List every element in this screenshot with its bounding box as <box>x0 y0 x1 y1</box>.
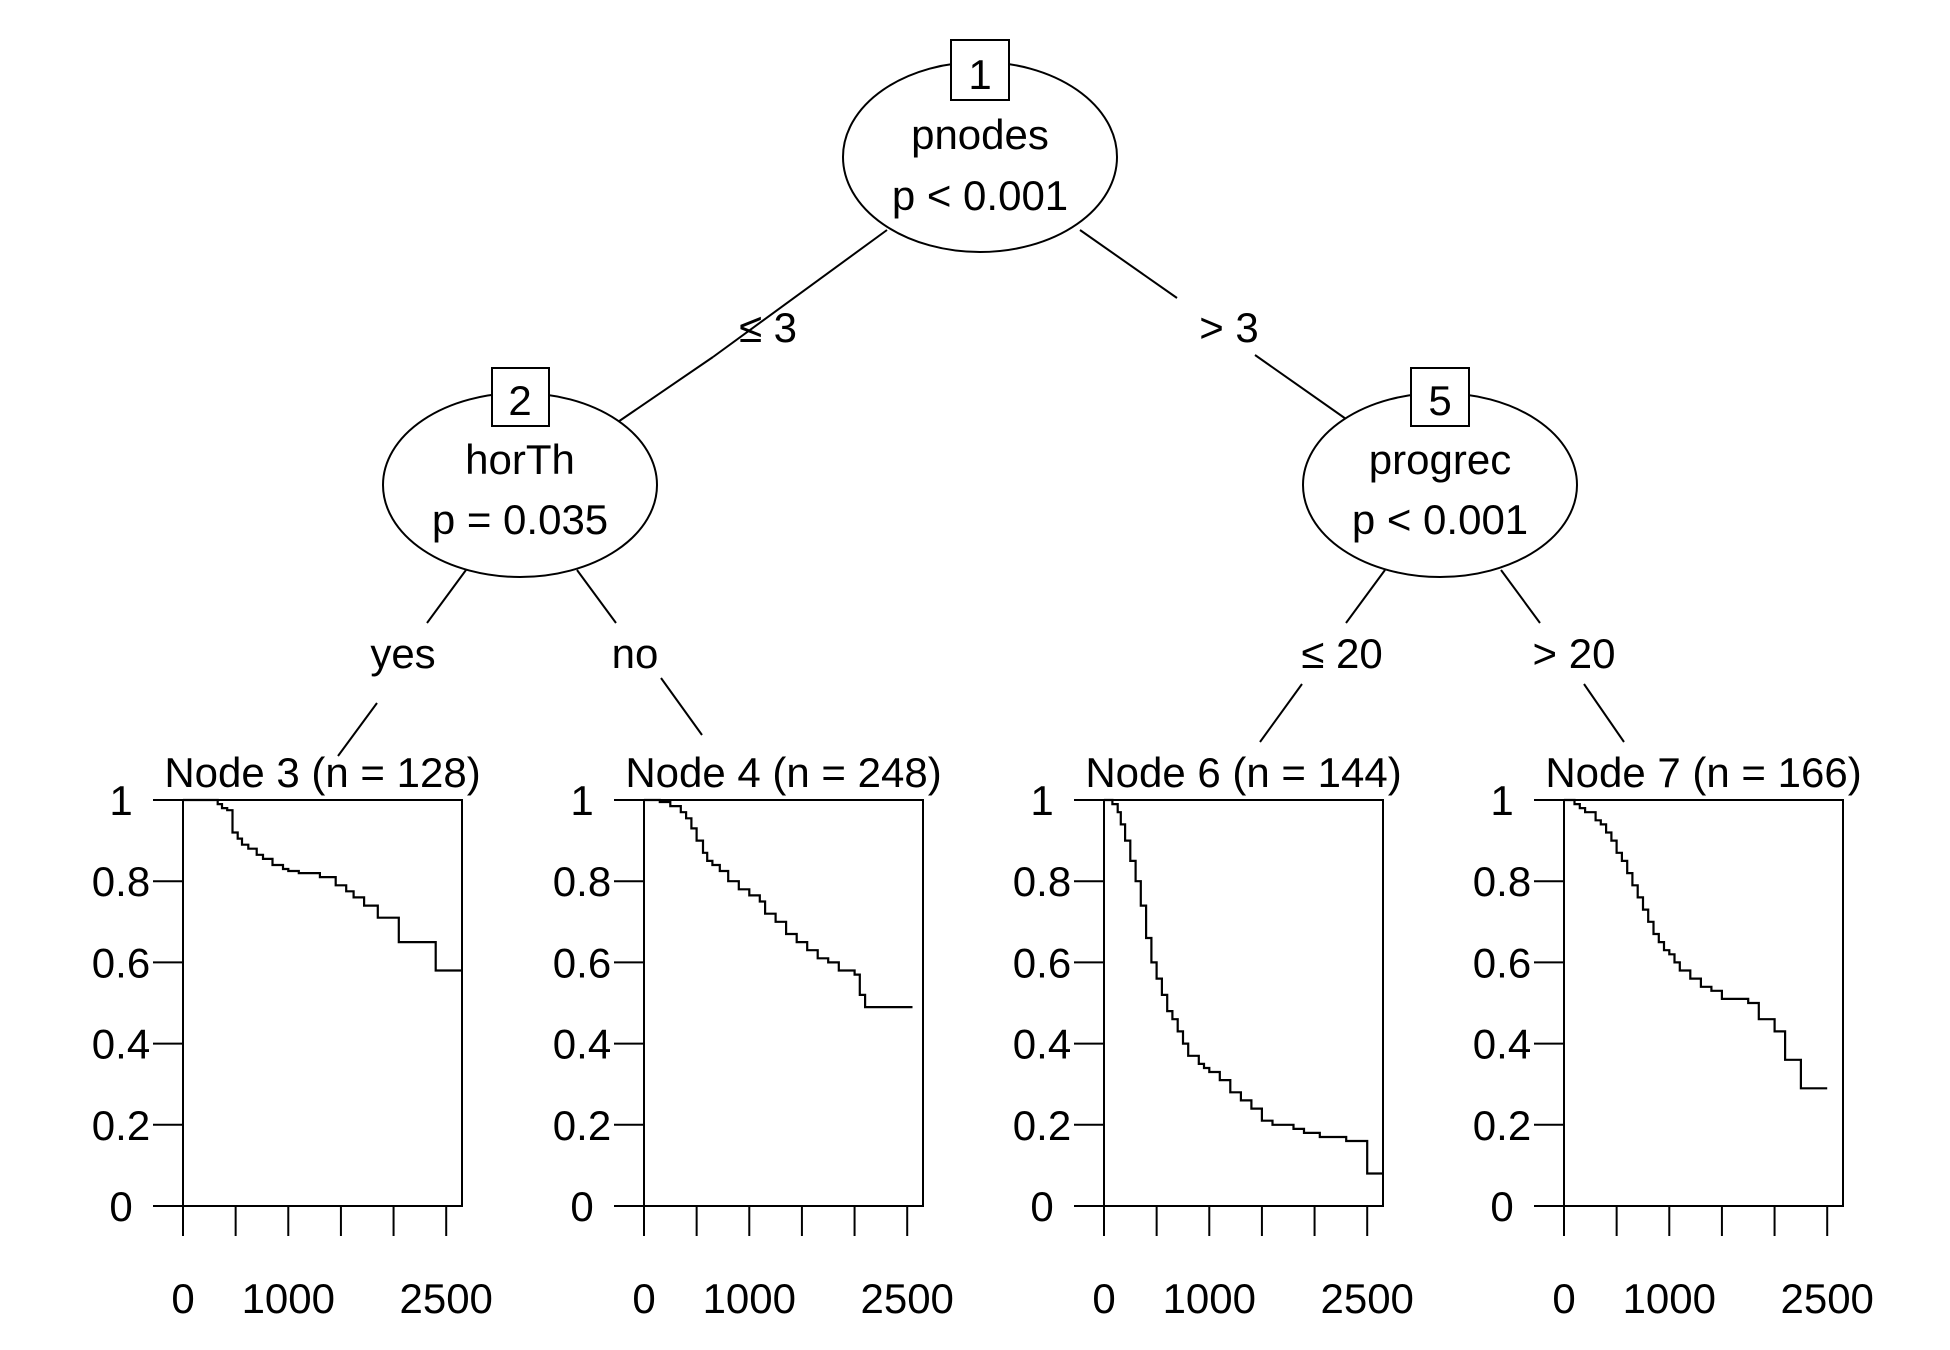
panel-title: Node 6 (n = 144) <box>1085 749 1401 796</box>
node-id: 1 <box>968 51 991 98</box>
y-tick-label: 0.8 <box>553 858 611 905</box>
node-id: 5 <box>1428 377 1451 424</box>
node-variable: progrec <box>1369 436 1511 483</box>
x-tick-label: 1000 <box>703 1275 796 1322</box>
edge-label-1-2: ≤ 3 <box>739 304 797 351</box>
plot-frame <box>182 799 463 1207</box>
edge-2-4-lower <box>660 677 703 736</box>
y-tick-label: 0 <box>1490 1183 1513 1230</box>
node-pvalue: p < 0.001 <box>892 172 1068 219</box>
y-tick-label: 0 <box>570 1183 593 1230</box>
x-tick-label: 0 <box>171 1275 194 1322</box>
y-tick-label: 0.6 <box>1013 939 1071 986</box>
edge-2-4-upper <box>576 569 617 624</box>
y-tick-label: 0.2 <box>92 1102 150 1149</box>
node-variable: pnodes <box>911 111 1049 158</box>
y-tick-label: 0.6 <box>553 939 611 986</box>
x-tick-label: 1000 <box>1623 1275 1716 1322</box>
x-tick-label: 0 <box>1552 1275 1575 1322</box>
node-id: 2 <box>508 377 531 424</box>
x-tick-label: 2500 <box>1780 1275 1873 1322</box>
y-tick-label: 0.6 <box>1473 939 1531 986</box>
edge-1-5-lower <box>1254 354 1357 427</box>
edge-5-6-upper <box>1345 569 1386 624</box>
y-tick-label: 0.6 <box>92 939 150 986</box>
y-tick-label: 0.2 <box>1473 1102 1531 1149</box>
edge-label-5-6: ≤ 20 <box>1301 630 1382 677</box>
inner-node-5: 5 progrec p < 0.001 <box>1302 367 1578 578</box>
y-tick-label: 1 <box>570 777 593 824</box>
edge-2-3-lower <box>337 702 378 757</box>
edge-1-2-upper <box>712 229 888 358</box>
edge-2-3-upper <box>426 569 467 624</box>
x-tick-label: 1000 <box>1163 1275 1256 1322</box>
edge-5-7-lower <box>1583 683 1625 743</box>
y-tick-label: 0.2 <box>1013 1102 1071 1149</box>
edge-label-5-7: > 20 <box>1533 630 1616 677</box>
edge-label-1-5: > 3 <box>1199 304 1259 351</box>
terminal-node-7-panel: Node 7 (n = 166) 0 0.2 0.4 0.6 0.8 1 0 1000 2500 <box>1473 749 1874 1322</box>
panel-title: Node 3 (n = 128) <box>164 749 480 796</box>
edge-label-2-4: no <box>612 630 659 677</box>
y-tick-label: 1 <box>1490 777 1513 824</box>
y-tick-label: 0 <box>1030 1183 1053 1230</box>
y-tick-label: 0.2 <box>553 1102 611 1149</box>
edge-1-2-lower <box>611 356 714 427</box>
panel-title: Node 7 (n = 166) <box>1545 749 1861 796</box>
x-tick-label: 1000 <box>242 1275 335 1322</box>
survival-curve <box>1564 798 1828 1090</box>
tree-edges <box>337 229 1625 757</box>
survival-curve <box>1104 798 1383 1175</box>
x-tick-label: 2500 <box>1320 1275 1413 1322</box>
terminal-node-4-panel: Node 4 (n = 248) 0 0.2 0.4 0.6 0.8 1 0 1000 2500 <box>553 749 954 1322</box>
x-tick-label: 0 <box>632 1275 655 1322</box>
edge-5-6-lower <box>1259 683 1303 743</box>
x-tick-label: 0 <box>1092 1275 1115 1322</box>
node-pvalue: p < 0.001 <box>1352 496 1528 543</box>
y-tick-label: 0 <box>109 1183 132 1230</box>
inner-node-2: 2 horTh p = 0.035 <box>382 367 658 578</box>
panel-title: Node 4 (n = 248) <box>625 749 941 796</box>
inner-node-1: 1 pnodes p < 0.001 <box>842 39 1118 253</box>
node-id-box <box>1410 367 1470 427</box>
node-pvalue: p = 0.035 <box>432 496 608 543</box>
x-tick-label: 2500 <box>860 1275 953 1322</box>
y-tick-label: 0.4 <box>1473 1021 1531 1068</box>
y-tick-label: 0.4 <box>1013 1021 1071 1068</box>
node-variable: horTh <box>465 436 575 483</box>
survival-curve <box>644 798 913 1009</box>
terminal-node-6-panel: Node 6 (n = 144) 0 0.2 0.4 0.6 0.8 1 0 1000 2500 <box>1013 749 1414 1322</box>
y-tick-label: 0.4 <box>553 1021 611 1068</box>
edge-label-2-3: yes <box>370 630 435 677</box>
y-tick-label: 1 <box>109 777 132 824</box>
plot-frame <box>643 799 924 1207</box>
survival-curve <box>183 798 462 972</box>
edge-5-7-upper <box>1500 569 1541 624</box>
y-tick-label: 0.8 <box>1013 858 1071 905</box>
x-tick-label: 2500 <box>399 1275 492 1322</box>
terminal-node-3-panel: Node 3 (n = 128) 0 0.2 0.4 0.6 0.8 1 0 1000 2500 <box>92 749 493 1322</box>
edge-1-5-upper <box>1079 229 1178 299</box>
node-id-box <box>950 39 1010 101</box>
edge-labels: ≤ 3 > 3 yes no ≤ 20 > 20 <box>370 304 1615 677</box>
y-tick-label: 1 <box>1030 777 1053 824</box>
plot-frame <box>1563 799 1844 1207</box>
node-id-box <box>491 367 550 427</box>
y-tick-label: 0.8 <box>1473 858 1531 905</box>
plot-frame <box>1103 799 1384 1207</box>
y-tick-label: 0.4 <box>92 1021 150 1068</box>
y-tick-label: 0.8 <box>92 858 150 905</box>
